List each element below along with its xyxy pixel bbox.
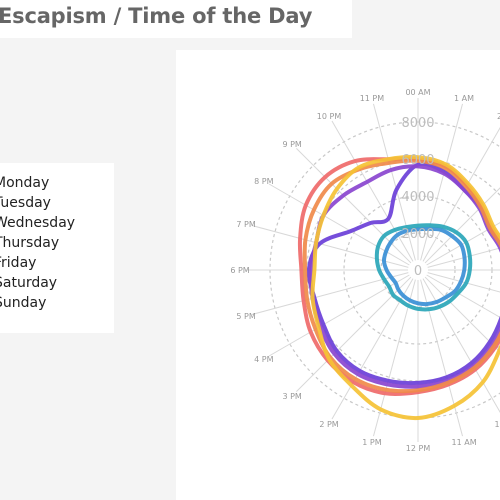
hour-label: 6 PM — [230, 266, 249, 275]
chart-panel — [176, 50, 500, 500]
hour-label: 1 AM — [454, 94, 474, 103]
hour-label: 11 AM — [452, 438, 477, 447]
chart-title: Escapism / Time of the Day — [0, 4, 313, 28]
spoke-line — [268, 274, 410, 357]
spoke-line — [331, 120, 414, 262]
series-line-tuesday — [374, 223, 473, 312]
spoke-line — [427, 272, 500, 293]
legend-item-sunday[interactable]: Sunday — [0, 295, 47, 311]
hour-label: 9 PM — [282, 140, 301, 149]
spoke-line — [268, 183, 410, 266]
hour-label: 5 PM — [236, 312, 255, 321]
radial-tick-label: 8000 — [401, 116, 434, 131]
hour-label: 11 PM — [360, 94, 385, 103]
hour-label: 3 PM — [282, 392, 301, 401]
legend-item-thursday[interactable]: Thursday — [0, 235, 60, 251]
hour-label: 10 AM — [494, 420, 500, 429]
spoke-line — [426, 222, 500, 266]
hour-label: 2 PM — [319, 420, 338, 429]
series-line-saturday — [302, 158, 500, 394]
legend-item-monday[interactable]: Monday — [0, 175, 50, 191]
hour-label: 00 AM — [405, 88, 430, 97]
legend-item-tuesday[interactable]: Tuesday — [0, 195, 51, 211]
legend-item-friday[interactable]: Friday — [0, 255, 37, 271]
hour-label: 8 PM — [254, 177, 273, 186]
hour-label: 7 PM — [236, 220, 255, 229]
legend-item-saturday[interactable]: Saturday — [0, 275, 58, 291]
spoke-line — [422, 126, 500, 262]
hour-label: 12 PM — [406, 444, 431, 453]
hour-label: 4 PM — [254, 355, 273, 364]
hour-label: 1 PM — [362, 438, 381, 447]
series-line-monday — [381, 226, 467, 307]
radial-tick-label: 4000 — [401, 190, 434, 205]
spoke-line — [427, 247, 500, 268]
radial-tick-label: 6000 — [401, 153, 434, 168]
title-background: Escapism / Time of the Day — [0, 0, 352, 38]
spoke-line — [420, 103, 463, 261]
legend: Monday Tuesday Wednesday Thursday Friday Satu… — [0, 163, 114, 333]
radial-tick-label: 2000 — [401, 227, 434, 242]
series-line-sunday — [310, 154, 500, 421]
radial-tick-label: 0 — [414, 264, 422, 279]
spoke-line — [373, 103, 416, 261]
spoke-line — [426, 274, 500, 318]
hour-label: 2 AM — [497, 112, 500, 121]
spoke-line — [373, 279, 416, 437]
hour-label: 10 PM — [317, 112, 342, 121]
legend-item-wednesday[interactable]: Wednesday — [0, 215, 76, 231]
